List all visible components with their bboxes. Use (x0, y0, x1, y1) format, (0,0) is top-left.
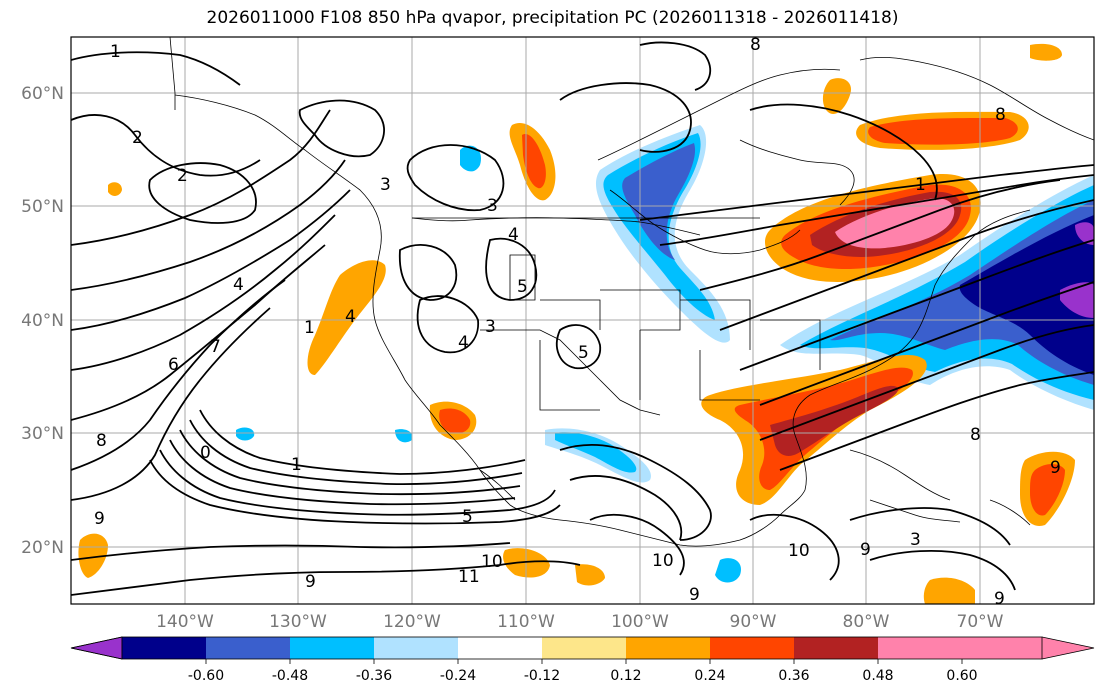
contour-label: 0 (200, 443, 211, 463)
colorbar-bin (206, 637, 290, 659)
colorbar-label: 0.36 (778, 668, 809, 684)
colorbar-label: 0.24 (694, 668, 725, 684)
contour-label: 10 (481, 552, 503, 572)
lat-label-60: 60°N (21, 84, 64, 104)
contour-label: 4 (508, 225, 519, 245)
contour-label: 7 (210, 337, 221, 357)
map-frame (70, 36, 1095, 605)
colorbar-bin (710, 637, 794, 659)
longitude-axis: 140°W 130°W 120°W 110°W 100°W 90°W 80°W … (156, 612, 1004, 632)
colorbar-label: -0.36 (356, 668, 392, 684)
lon-label-120: 120°W (383, 612, 441, 632)
lat-label-50: 50°N (21, 197, 64, 217)
contour-label: 10 (788, 541, 810, 561)
contour-label: 8 (970, 425, 981, 445)
colorbar-label: -0.24 (440, 668, 476, 684)
contour-labels: 1 2 2 3 3 4 4 5 5 3 4 1 7 6 8 0 1 9 5 9 … (94, 35, 1061, 609)
lon-label-130: 130°W (269, 612, 327, 632)
colorbar-bin (458, 637, 542, 659)
contour-label: 3 (487, 196, 498, 216)
lon-label-90: 90°W (730, 612, 777, 632)
contour-label: 9 (305, 572, 316, 592)
lon-label-70: 70°W (957, 612, 1004, 632)
colorbar-label: -0.12 (524, 668, 560, 684)
contour-label: 4 (458, 333, 469, 353)
colorbar-label: -0.48 (272, 668, 308, 684)
contour-label: 1 (915, 175, 926, 195)
lat-label-20: 20°N (21, 538, 64, 558)
coastlines (169, 37, 1094, 547)
contour-label: 5 (462, 507, 473, 527)
graticule (71, 37, 1094, 604)
contour-label: 5 (578, 343, 589, 363)
contour-label: 9 (689, 585, 700, 605)
colorbar-bin (542, 637, 626, 659)
contour-label: 1 (291, 455, 302, 475)
contour-label: 9 (860, 540, 871, 560)
contour-label: 3 (910, 530, 921, 550)
contour-label: 6 (168, 355, 179, 375)
contour-label: 1 (110, 42, 121, 62)
lon-label-110: 110°W (497, 612, 555, 632)
colorbar-bin (794, 637, 878, 659)
lon-label-100: 100°W (611, 612, 669, 632)
lat-label-30: 30°N (21, 424, 64, 444)
contour-label: 11 (458, 567, 480, 587)
contour-label: 3 (380, 175, 391, 195)
contour-label: 2 (132, 128, 143, 148)
colorbar-bin (626, 637, 710, 659)
contour-label: 4 (233, 275, 244, 295)
colorbar-bin (374, 637, 458, 659)
contour-label: 8 (96, 431, 107, 451)
contour-label: 2 (177, 166, 188, 186)
contour-label: 4 (345, 307, 356, 327)
colorbar-bin (122, 637, 206, 659)
colorbar: -0.60 -0.48 -0.36 -0.24 -0.12 0.12 0.24 … (70, 636, 1095, 684)
contour-label: 9 (94, 509, 105, 529)
qvapor-contours (71, 41, 1094, 596)
colorbar-label: 0.60 (946, 668, 977, 684)
colorbar-left-extension (70, 636, 123, 660)
contour-label: 9 (1050, 458, 1061, 478)
colorbar-bin (290, 637, 374, 659)
lon-label-140: 140°W (156, 612, 214, 632)
colorbar-label: -0.60 (188, 668, 224, 684)
colorbar-right-extension (878, 637, 1094, 659)
lat-label-40: 40°N (21, 311, 64, 331)
colorbar-label: 0.12 (610, 668, 641, 684)
contour-label: 9 (994, 589, 1005, 609)
contour-label: 3 (485, 317, 496, 337)
contour-label: 10 (652, 551, 674, 571)
contour-label: 8 (995, 105, 1006, 125)
colorbar-label: 0.48 (862, 668, 893, 684)
latitude-axis: 60°N 50°N 40°N 30°N 20°N (21, 84, 64, 558)
lon-label-80: 80°W (843, 612, 890, 632)
contour-label: 8 (750, 35, 761, 55)
contour-label: 5 (517, 277, 528, 297)
contour-label: 1 (304, 318, 315, 338)
map-title: 2026011000 F108 850 hPa qvapor, precipit… (206, 8, 899, 28)
